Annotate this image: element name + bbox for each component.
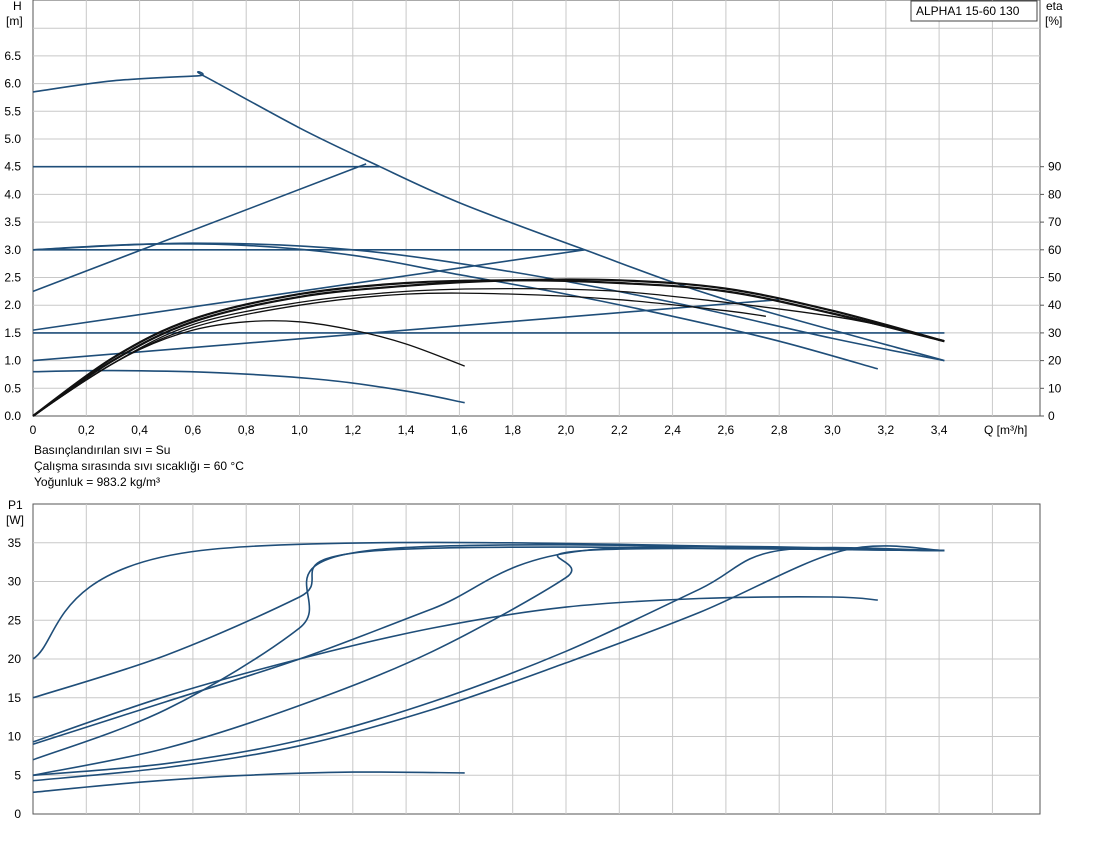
power-curve [32,596,878,743]
flow-tick-label: 3,4 [931,423,948,437]
head-curve [32,249,585,331]
power-tick-label: 10 [8,730,22,744]
power-tick-label: 25 [8,613,22,627]
power-grid [33,504,1040,814]
flow-tick-label: 2,6 [718,423,735,437]
power-tick-label: 5 [14,768,21,782]
flow-tick-label: 1,8 [504,423,521,437]
head-tick-label: 0.5 [4,381,21,395]
efficiency-axis-label: eta [1046,0,1063,13]
head-tick-label: 1.0 [4,354,21,368]
efficiency-tick-label: 60 [1048,243,1062,257]
efficiency-curve [32,278,945,417]
power-tick-label: 30 [8,575,22,589]
flow-tick-label: 2,4 [664,423,681,437]
efficiency-tick-label: 20 [1048,354,1062,368]
head-tick-label: 3.0 [4,243,21,257]
flow-tick-label: 1,6 [451,423,468,437]
flow-tick-label: 0,2 [78,423,95,437]
efficiency-tick-label: 90 [1048,160,1062,174]
flow-tick-label: 0,8 [238,423,255,437]
flow-tick-label: 0,6 [185,423,202,437]
power-curve [32,547,945,777]
power-tick-label: 15 [8,691,22,705]
efficiency-tick-label: 50 [1048,271,1062,285]
pump-title-box [910,0,1038,22]
head-tick-label: 5.5 [4,104,21,118]
head-tick-label: 5.0 [4,132,21,146]
head-curve [32,242,879,370]
power-axis-unit: [W] [6,513,24,527]
power-tick-label: 20 [8,652,22,666]
head-chart: 0 0,2 0,4 0,6 0,8 1,0 1,2 1,4 1,6 1,8 2,0 2,2 2,4 2,6… [4,0,1063,489]
fluid-note: Basınçlandırılan sıvı = Su [34,443,170,457]
temperature-note: Çalışma sırasında sıvı sıcaklığı = 60 °C [34,459,244,473]
flow-tick-label: 2,2 [611,423,628,437]
head-curves [32,71,945,417]
power-curve [32,771,465,794]
head-tick-label: 3.5 [4,215,21,229]
density-note: Yoğunluk = 983.2 kg/m³ [34,475,160,489]
head-tick-label: 4.5 [4,160,21,174]
head-tick-label: 4.0 [4,187,21,201]
flow-axis-label: Q [m³/h] [984,423,1027,437]
power-curve [32,545,945,746]
head-curve [32,163,367,293]
power-curve [32,545,945,782]
flow-tick-label: 3,0 [824,423,841,437]
flow-tick-label: 1,4 [398,423,415,437]
head-tick-label: 1.5 [4,326,21,340]
efficiency-axis-unit: [%] [1045,14,1062,28]
flow-tick-label: 0 [30,423,37,437]
head-tick-label: 6.5 [4,49,21,63]
power-chart: 0 5 10 15 20 25 30 35 P1 [W] [6,498,1041,821]
head-tick-label: 2.5 [4,271,21,285]
efficiency-tick-label: 40 [1048,298,1062,312]
efficiency-tick-label: 30 [1048,326,1062,340]
head-tick-label: 0.0 [4,409,21,423]
efficiency-tick-label: 10 [1048,381,1062,395]
flow-tick-label: 2,8 [771,423,788,437]
head-plot-frame [32,0,1041,417]
pump-title: ALPHA1 15-60 130 [916,4,1020,18]
efficiency-curve [32,279,945,417]
head-axis-ticks: 0 0,2 0,4 0,6 0,8 1,0 1,2 1,4 1,6 1,8 2,0 2,2 2,4 2,6… [4,49,1061,437]
head-curve [32,298,780,362]
head-axis-unit: [m] [6,14,23,28]
power-curves [32,541,945,794]
flow-tick-label: 1,0 [291,423,308,437]
head-tick-label: 2.0 [4,298,21,312]
head-axis-label: H [13,0,22,13]
power-tick-label: 0 [14,807,21,821]
efficiency-tick-label: 80 [1048,187,1062,201]
head-tick-label: 6.0 [4,77,21,91]
power-curve [32,546,945,777]
flow-tick-label: 2,0 [558,423,575,437]
efficiency-tick-label: 70 [1048,215,1062,229]
head-curve [32,369,465,404]
efficiency-curve [32,287,878,417]
flow-tick-label: 3,2 [877,423,894,437]
efficiency-curve [32,292,766,417]
head-curve [32,71,945,362]
flow-tick-label: 0,4 [131,423,148,437]
head-grid [33,0,1040,416]
flow-tick-label: 1,2 [344,423,361,437]
power-tick-label: 35 [8,536,22,550]
power-axis-ticks: 0 5 10 15 20 25 30 35 [8,536,22,821]
power-axis-label: P1 [8,498,23,512]
efficiency-tick-label: 0 [1048,409,1055,423]
